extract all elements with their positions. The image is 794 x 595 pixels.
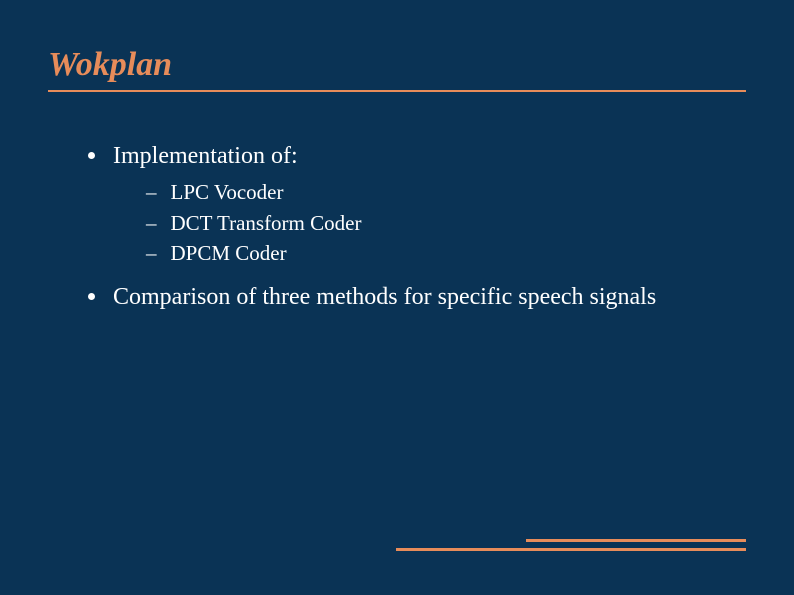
slide: Wokplan Implementation of: – LPC Vocoder… bbox=[0, 0, 794, 595]
footer-line-short bbox=[526, 539, 746, 542]
sub-item: – DCT Transform Coder bbox=[146, 209, 746, 237]
bullet-text: Comparison of three methods for specific… bbox=[113, 281, 656, 313]
bullet-icon bbox=[88, 293, 95, 300]
sub-item: – DPCM Coder bbox=[146, 239, 746, 267]
dash-icon: – bbox=[146, 178, 157, 206]
sub-text: DCT Transform Coder bbox=[171, 209, 362, 237]
bullet-text: Implementation of: bbox=[113, 140, 298, 172]
sub-list: – LPC Vocoder – DCT Transform Coder – DP… bbox=[146, 178, 746, 267]
sub-text: LPC Vocoder bbox=[171, 178, 284, 206]
bullet-icon bbox=[88, 152, 95, 159]
bullet-item: Comparison of three methods for specific… bbox=[88, 281, 746, 313]
slide-body: Implementation of: – LPC Vocoder – DCT T… bbox=[48, 140, 746, 314]
footer-decoration bbox=[396, 539, 746, 557]
dash-icon: – bbox=[146, 239, 157, 267]
bullet-item: Implementation of: bbox=[88, 140, 746, 172]
dash-icon: – bbox=[146, 209, 157, 237]
sub-text: DPCM Coder bbox=[171, 239, 287, 267]
slide-title: Wokplan bbox=[48, 46, 746, 92]
sub-item: – LPC Vocoder bbox=[146, 178, 746, 206]
footer-line-long bbox=[396, 548, 746, 551]
